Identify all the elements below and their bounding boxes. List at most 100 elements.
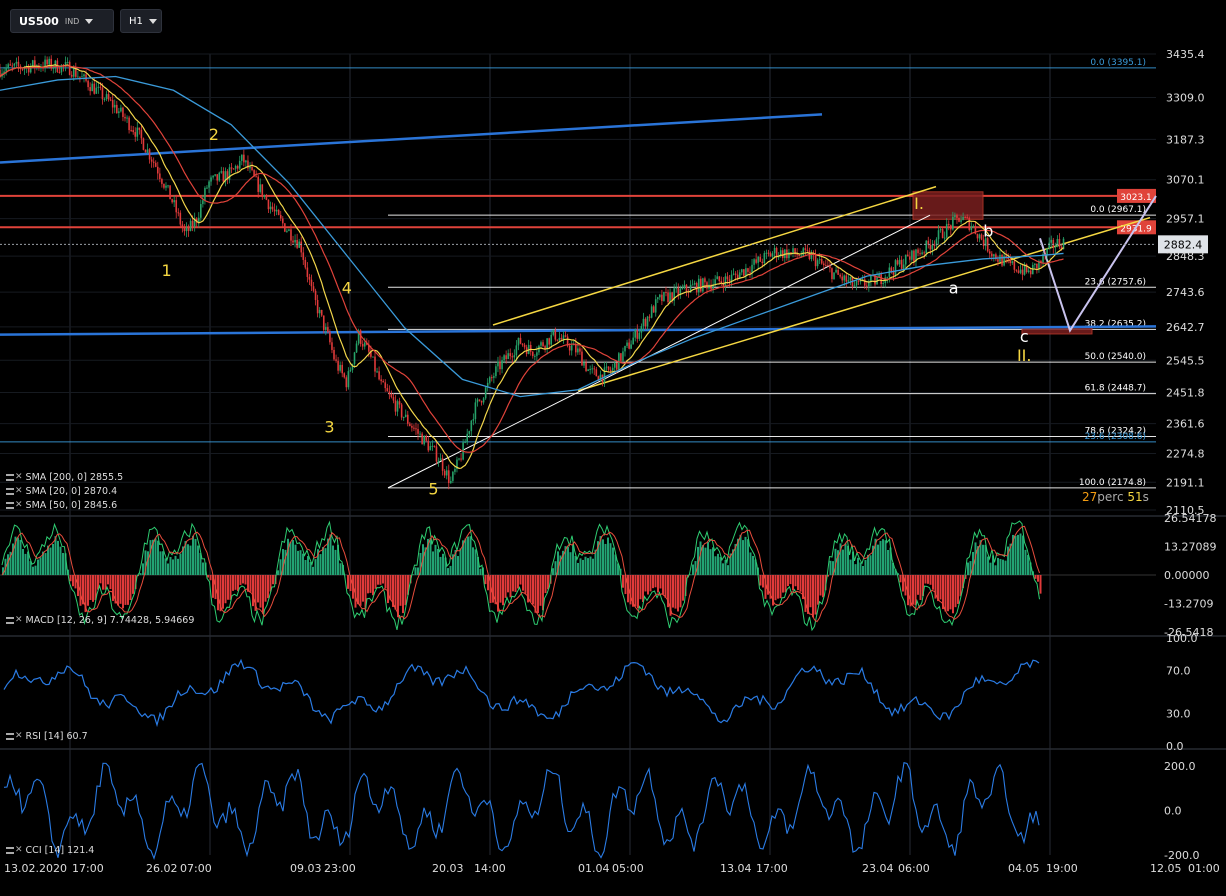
candle-body — [77, 77, 79, 78]
cci-axis-label: 0.0 — [1164, 805, 1182, 818]
candle-body — [977, 234, 979, 239]
candle-body — [126, 118, 128, 119]
candle-body — [421, 434, 423, 445]
settings-icon[interactable]: ✕ — [6, 502, 23, 509]
candle-body — [649, 317, 651, 318]
macd-bar — [177, 559, 179, 575]
macd-bar — [122, 575, 124, 608]
candle-body — [505, 355, 507, 359]
candle-body — [524, 345, 526, 347]
timeframe-selector[interactable]: H1 — [120, 9, 162, 33]
candle-body — [471, 421, 473, 431]
candle-body — [1055, 247, 1057, 248]
x-axis-tick-label: 26.02 — [146, 862, 178, 875]
candle-body — [319, 310, 321, 313]
candle-body — [700, 279, 702, 292]
candle-body — [116, 105, 118, 113]
rsi-legend[interactable]: ✕ RSI [14] 60.7 — [6, 731, 88, 742]
macd-bar — [630, 575, 632, 604]
sma20-legend[interactable]: ✕ SMA [20, 0] 2870.4 — [6, 486, 117, 497]
macd-bar — [1015, 536, 1017, 575]
macd-bar — [760, 575, 762, 586]
candle-body — [468, 431, 470, 434]
macd-bar — [1037, 575, 1039, 582]
candle-body — [427, 441, 429, 451]
macd-bar — [637, 575, 639, 608]
macd-bar — [762, 575, 764, 587]
symbol-label: US500 — [19, 15, 59, 28]
macd-bar — [432, 551, 434, 575]
macd-bar — [230, 575, 232, 600]
macd-bar — [945, 575, 947, 611]
macd-bar — [650, 575, 652, 591]
y-axis-tick-label: 2191.1 — [1166, 476, 1205, 489]
macd-bar — [957, 575, 959, 604]
candle-body — [423, 436, 425, 444]
macd-bar — [180, 554, 182, 575]
candle-body — [591, 368, 593, 369]
settings-icon[interactable]: ✕ — [6, 617, 23, 624]
cci-legend-value: 121.4 — [67, 845, 94, 856]
macd-bar — [947, 575, 949, 611]
macd-legend[interactable]: ✕ MACD [12, 26, 9] 7.74428, 5.94669 — [6, 615, 194, 626]
macd-bar — [242, 575, 244, 583]
candle-body — [69, 62, 71, 75]
macd-bar — [930, 575, 932, 585]
macd-bar — [522, 575, 524, 591]
macd-bar — [585, 557, 587, 575]
candle-body — [909, 256, 911, 259]
chart-toolbar: US500 IND H1 — [10, 9, 162, 33]
settings-icon[interactable]: ✕ — [6, 733, 23, 740]
candle-body — [940, 229, 942, 230]
candle-body — [555, 330, 557, 340]
macd-bar — [1017, 535, 1019, 575]
candle-body — [206, 188, 208, 189]
candle-body — [405, 415, 407, 417]
macd-bar — [525, 575, 527, 594]
sma200-legend[interactable]: ✕ SMA [200, 0] 2855.5 — [6, 472, 123, 483]
macd-bar — [472, 547, 474, 575]
candle-body — [415, 428, 417, 429]
candle-body — [485, 387, 487, 398]
sma50-legend[interactable]: ✕ SMA [50, 0] 2845.6 — [6, 500, 117, 511]
y-axis-tick-label: 2545.5 — [1166, 354, 1205, 367]
cci-legend[interactable]: ✕ CCI [14] 121.4 — [6, 845, 94, 856]
macd-bar — [117, 575, 119, 605]
candle-body — [85, 74, 87, 80]
candle-body — [417, 429, 419, 434]
sma200-line — [0, 77, 1064, 397]
candle-body — [155, 163, 157, 167]
sma20-legend-value: 2870.4 — [84, 486, 117, 497]
candle-body — [911, 251, 913, 260]
candle-body — [333, 350, 335, 359]
candle-body — [382, 381, 384, 382]
candle-body — [934, 245, 936, 246]
candle-body — [475, 402, 477, 419]
candle-body — [593, 368, 595, 369]
macd-bar — [655, 575, 657, 587]
candle-body — [391, 394, 393, 397]
symbol-selector[interactable]: US500 IND — [10, 9, 114, 33]
candle-body — [362, 344, 364, 347]
settings-icon[interactable]: ✕ — [6, 474, 23, 481]
candle-body — [850, 277, 852, 280]
macd-bar — [102, 575, 104, 590]
macd-bar — [485, 575, 487, 584]
candle-body — [204, 188, 206, 200]
candle-body — [782, 250, 784, 258]
candle-body — [325, 327, 327, 330]
trend-line-upper — [0, 114, 822, 162]
macd-bar — [570, 552, 572, 575]
candle-body — [944, 238, 946, 239]
macd-bar — [955, 575, 957, 607]
candle-body — [991, 254, 993, 257]
candle-body — [665, 292, 667, 293]
cci-line — [4, 763, 1039, 859]
candle-body — [464, 442, 466, 443]
candle-body — [132, 130, 134, 132]
settings-icon[interactable]: ✕ — [6, 847, 23, 854]
settings-icon[interactable]: ✕ — [6, 488, 23, 495]
candle-body — [755, 259, 757, 262]
